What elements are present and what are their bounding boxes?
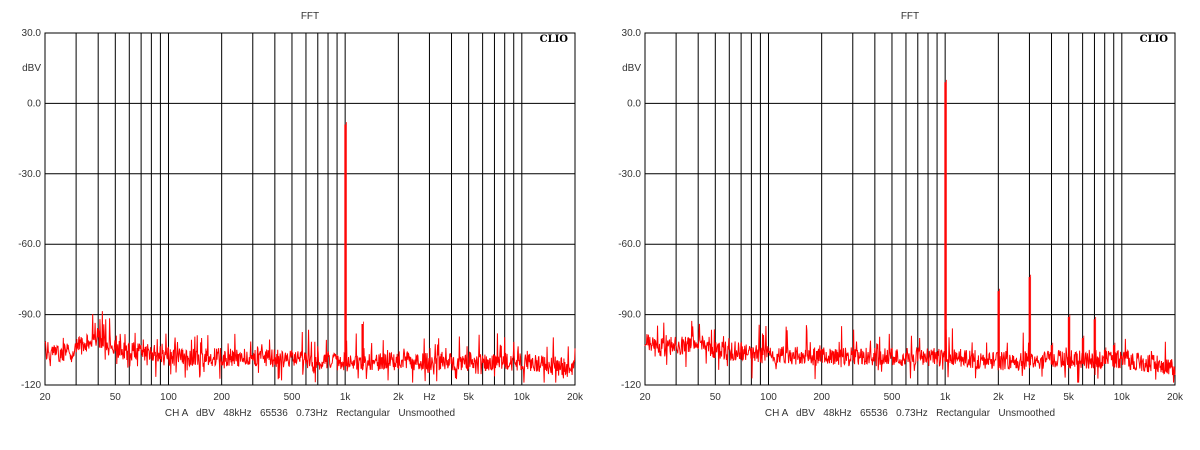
plot-area — [45, 33, 575, 385]
peaks — [944, 79, 1116, 367]
y-tick-labels: 30.0 0.0 -30.0 -60.0 -90.0 -120 — [618, 28, 641, 391]
x-tick-label: 5k — [463, 392, 475, 403]
x-tick-label: 200 — [813, 392, 830, 403]
plot-frame — [644, 32, 1176, 386]
y-axis-label: dBV — [622, 63, 641, 74]
fft-chart-svg: 30.0 0.0 -30.0 -60.0 -90.0 -120 dBV 20 50 100 200 5… — [18, 11, 584, 419]
y-tick-label: -90.0 — [618, 310, 641, 321]
clio-logo: CLIO — [540, 34, 569, 45]
y-tick-label: -60.0 — [618, 239, 641, 250]
y-axis-label: dBV — [22, 63, 41, 74]
x-tick-label: 10k — [1114, 392, 1131, 403]
plot-area — [645, 33, 1175, 385]
y-tick-label: -120 — [21, 380, 41, 391]
y-tick-label: 0.0 — [27, 98, 41, 109]
chart-title: FFT — [901, 11, 919, 22]
y-tick-label: 30.0 — [622, 28, 642, 39]
y-tick-label: -60.0 — [18, 239, 41, 250]
chart-title: FFT — [301, 11, 319, 22]
x-tick-label: 1k — [940, 392, 952, 403]
y-tick-label: -120 — [621, 380, 641, 391]
x-tick-label: 2k — [993, 392, 1005, 403]
x-tick-label: 2k — [393, 392, 405, 403]
clio-logo: CLIO — [1140, 34, 1169, 45]
fft-chart-right: 30.0 0.0 -30.0 -60.0 -90.0 -120 dBV 20 50 100 200 5… — [600, 0, 1200, 450]
x-tick-label: 100 — [160, 392, 177, 403]
fft-chart-svg: 30.0 0.0 -30.0 -60.0 -90.0 -120 dBV 20 50 100 200 5… — [618, 11, 1184, 419]
y-tick-label: 0.0 — [627, 98, 641, 109]
x-tick-label: 200 — [213, 392, 230, 403]
x-tick-label: 50 — [710, 392, 722, 403]
x-tick-label: 20 — [639, 392, 651, 403]
x-tick-labels: 20 50 100 200 500 1k 2k 5k 10k 20k — [39, 392, 584, 403]
x-tick-label: 500 — [284, 392, 301, 403]
y-tick-label: -30.0 — [618, 169, 641, 180]
y-tick-label: 30.0 — [22, 28, 42, 39]
x-tick-label: 500 — [884, 392, 901, 403]
x-tick-labels: 20 50 100 200 500 1k 2k 5k 10k 20k — [639, 392, 1184, 403]
fft-trace — [44, 311, 576, 383]
x-tick-label: 20k — [1167, 392, 1184, 403]
y-tick-label: -90.0 — [18, 310, 41, 321]
x-tick-label: 5k — [1063, 392, 1075, 403]
x-grid — [75, 33, 523, 385]
x-tick-label: 50 — [110, 392, 122, 403]
x-tick-label: 100 — [760, 392, 777, 403]
x-tick-label: 20 — [39, 392, 51, 403]
plot-frame — [44, 32, 576, 386]
y-tick-label: -30.0 — [18, 169, 41, 180]
y-tick-labels: 30.0 0.0 -30.0 -60.0 -90.0 -120 — [18, 28, 41, 391]
measurement-settings: CH A dBV 48kHz 65536 0.73Hz Rectangular … — [165, 408, 455, 419]
fft-chart-left: 30.0 0.0 -30.0 -60.0 -90.0 -120 dBV 20 50 100 200 5… — [18, 11, 584, 419]
fft-trace — [644, 320, 1176, 383]
x-tick-label: 20k — [567, 392, 584, 403]
x-tick-label: 10k — [514, 392, 531, 403]
x-axis-label: Hz — [1023, 392, 1035, 403]
peaks — [344, 122, 364, 367]
x-axis-label: Hz — [423, 392, 435, 403]
x-tick-label: 1k — [340, 392, 352, 403]
measurement-settings: CH A dBV 48kHz 65536 0.73Hz Rectangular … — [765, 408, 1055, 419]
